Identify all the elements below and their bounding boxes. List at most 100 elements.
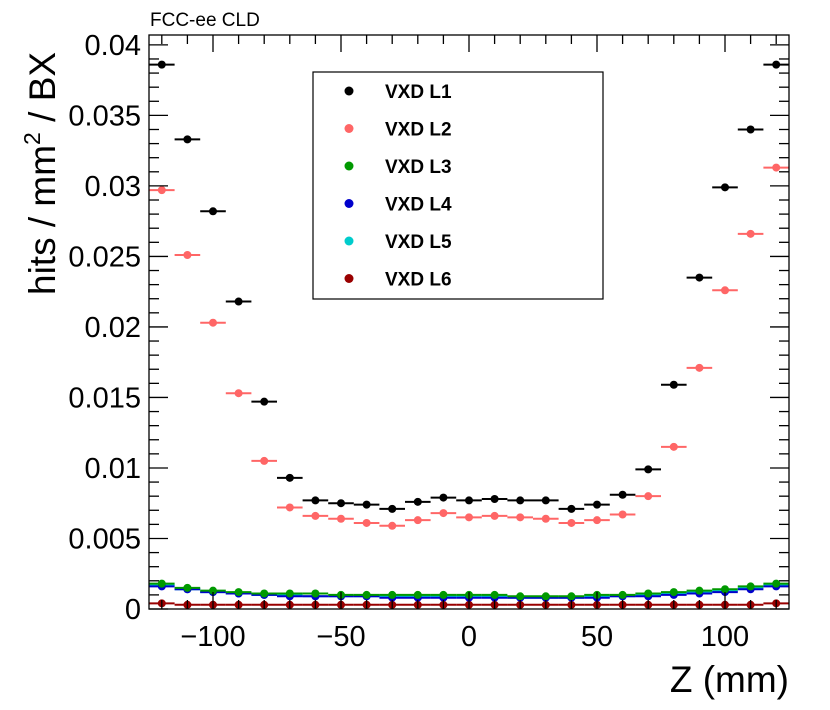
legend-label: VXD L2 [385,120,452,141]
data-point [593,516,601,525]
legend-marker [344,274,354,283]
data-point [234,297,243,306]
data-point [157,60,166,69]
data-point [413,497,422,506]
y-tick-label: 0.04 [85,30,141,62]
data-point [669,588,678,597]
data-point [644,589,653,598]
data-point [260,589,269,598]
legend-label: VXD L1 [385,82,452,103]
data-point [183,583,192,592]
data-point [541,514,550,523]
data-point [644,465,653,474]
data-point [413,590,422,599]
legend-items: VXD L1 VXD L2 VXD L3 VXD L4 VXD L5 VXD L6 [344,82,452,291]
data-point [439,590,448,599]
legend-marker [344,86,354,96]
data-point [209,318,217,327]
data-point [285,503,294,512]
legend-marker [344,161,354,171]
y-tick-label: 0.01 [85,453,141,485]
data-point [234,389,243,398]
y-axis-label-suffix: / BX [22,52,63,132]
x-tick-label: 100 [701,621,749,653]
data-point [260,397,269,406]
data-point [209,207,217,216]
data-point [516,496,525,505]
data-point [362,590,371,599]
data-point [490,494,499,503]
data-point [388,590,397,599]
y-tick-label: 0 [125,594,141,626]
legend: VXD L1 VXD L2 VXD L3 VXD L4 VXD L5 VXD L6 [312,71,604,300]
corner-label: FCC-ee CLD [150,10,260,31]
data-point [516,592,525,601]
data-point [234,588,243,597]
data-point [388,521,397,530]
x-axis-label: Z (mm) [670,659,789,700]
x-tick-label: 0 [461,621,477,653]
data-point [516,513,525,522]
data-point [490,590,499,599]
data-point [772,60,781,69]
data-point [157,579,166,588]
legend-label: VXD L4 [385,195,452,216]
data-point [772,163,781,172]
data-point [721,585,729,594]
x-tick-label: 50 [581,621,613,653]
data-point [311,589,320,598]
data-point [721,286,729,295]
legend-label: VXD L3 [385,157,452,178]
x-tick-label: −100 [180,621,245,653]
data-point [183,251,192,260]
y-tick-label: 0.03 [85,171,141,203]
data-point [362,518,371,527]
y-axis-label-superscript: 2 [19,132,45,145]
data-point [388,504,397,513]
data-point [337,514,345,523]
y-tick-label: 0.005 [68,523,141,555]
legend-box [312,71,604,300]
data-point [285,473,294,482]
data-point [567,592,576,601]
data-point [465,513,473,522]
axes: −100 −50 0 50 100 0 0.005 0.01 0.015 0.02 0.025 0.0… [68,30,789,653]
legend-marker [344,236,354,246]
data-point [311,496,320,505]
data-point [618,510,627,519]
data-point [567,504,576,513]
data-point [618,490,627,499]
data-point [593,500,601,509]
y-tick-label: 0.02 [85,312,141,344]
data-point [541,496,550,505]
y-axis-label-main: hits / mm [22,145,63,295]
data-point [669,442,678,451]
data-point [695,586,704,595]
legend-marker [344,199,354,208]
data-point [183,135,192,144]
y-tick-label: 0.025 [68,241,141,273]
data-point [285,589,294,598]
data-point [695,363,704,372]
x-tick-label: −50 [316,621,365,653]
y-tick-label: 0.035 [68,100,141,132]
series-vxd-l2 [149,163,789,530]
data-point [413,516,422,525]
data-point [157,186,166,195]
data-point [746,582,755,591]
legend-label: VXD L5 [385,232,452,253]
data-point [490,511,499,520]
data-point [746,229,755,238]
data-point [721,183,729,192]
data-point [209,586,217,595]
data-point [439,493,448,502]
y-tick-label: 0.015 [68,382,141,414]
data-point [644,492,653,501]
series-vxd-l1 [149,60,789,513]
legend-label: VXD L6 [385,270,452,291]
data-point [746,125,755,134]
data-point [669,380,678,389]
data-point [337,499,345,508]
data-point [695,273,704,282]
